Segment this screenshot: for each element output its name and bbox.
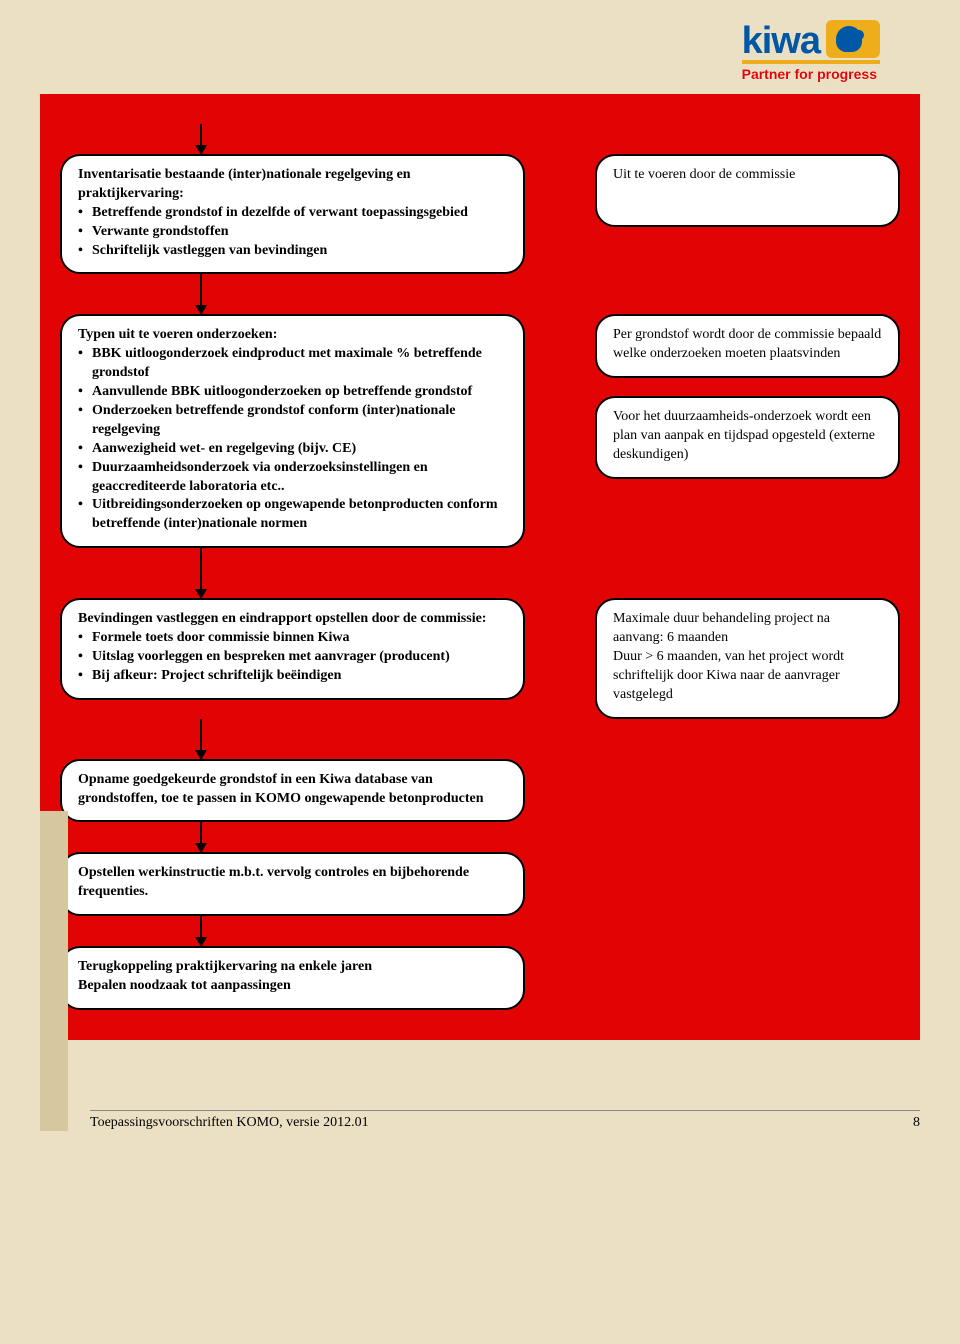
flow-arrow [200,548,202,598]
step-line: Terugkoppeling praktijkervaring na enkel… [78,958,507,977]
logo-text: kiwa [742,20,820,62]
step-bevindingen: Bevindingen vastleggen en eindrapport op… [60,598,525,700]
bullet: Aanvullende BBK uitloogonderzoeken op be… [78,383,507,402]
bullet: Betreffende grondstof in dezelfde of ver… [78,204,507,223]
left-margin-stripe [40,811,68,1131]
page-number: 8 [913,1115,920,1131]
logo-tagline: Partner for progress [742,66,880,82]
bullet: BBK uitloogonderzoek eindproduct met max… [78,345,507,383]
logo-mascot-icon [826,20,880,58]
step-title: Bevindingen vastleggen en eindrapport op… [78,610,507,629]
step-text: Opname goedgekeurde grondstof in een Kiw… [78,772,484,806]
step-title: Typen uit te voeren onderzoeken: [78,326,507,345]
note-text: Voor het duurzaamheids-onderzoek wordt e… [613,409,875,462]
step-inventarisatie: Inventarisatie bestaande (inter)national… [60,154,525,274]
flow-arrow [200,274,202,314]
note-line: Duur > 6 maanden, van het project wordt … [613,648,882,705]
note-line: Maximale duur behandeling project na aan… [613,610,882,648]
flowchart-area: Inventarisatie bestaande (inter)national… [40,94,920,1040]
logo-header: kiwa Partner for progress [40,0,920,94]
bullet: Uitslag voorleggen en bespreken met aanv… [78,648,507,667]
flow-arrow [200,124,202,154]
note-uitvoeren-commissie: Uit te voeren door de commissie [595,154,900,227]
note-max-duur: Maximale duur behandeling project na aan… [595,598,900,718]
bullet: Schriftelijk vastleggen van bevindingen [78,242,507,261]
note-per-grondstof: Per grondstof wordt door de commissie be… [595,314,900,378]
bullet: Duurzaamheidsonderzoek via onderzoeksins… [78,459,507,497]
step-terugkoppeling: Terugkoppeling praktijkervaring na enkel… [60,946,525,1010]
bullet: Uitbreidingsonderzoeken op ongewapende b… [78,496,507,534]
bullet: Onderzoeken betreffende grondstof confor… [78,402,507,440]
step-line: Bepalen noodzaak tot aanpassingen [78,977,507,996]
note-duurzaamheid: Voor het duurzaamheids-onderzoek wordt e… [595,396,900,479]
step-text: Opstellen werkinstructie m.b.t. vervolg … [78,865,469,899]
bullet: Formele toets door commissie binnen Kiwa [78,629,507,648]
bullet: Aanwezigheid wet- en regelgeving (bijv. … [78,440,507,459]
step-title: Inventarisatie bestaande (inter)national… [78,166,507,204]
flow-arrow [200,916,202,946]
flow-arrow [200,719,202,759]
bullet: Bij afkeur: Project schriftelijk beëindi… [78,667,507,686]
note-text: Per grondstof wordt door de commissie be… [613,327,881,361]
step-werkinstructie: Opstellen werkinstructie m.b.t. vervolg … [60,852,525,916]
step-opname-database: Opname goedgekeurde grondstof in een Kiw… [60,759,525,823]
footer-text: Toepassingsvoorschriften KOMO, versie 20… [90,1115,369,1131]
flow-arrow [200,822,202,852]
page-footer: Toepassingsvoorschriften KOMO, versie 20… [90,1110,920,1131]
bullet: Verwante grondstoffen [78,223,507,242]
note-text: Uit te voeren door de commissie [613,167,795,182]
step-typen-onderzoeken: Typen uit te voeren onderzoeken: BBK uit… [60,314,525,548]
